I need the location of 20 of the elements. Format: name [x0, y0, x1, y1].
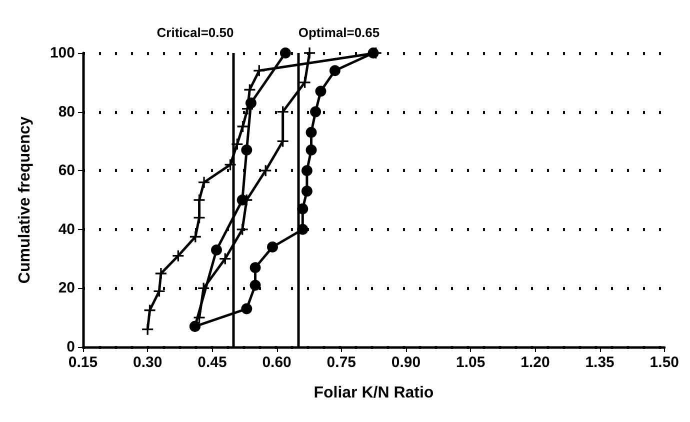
y-axis-title: Cumulative frequency — [16, 116, 34, 284]
x-tick-label: 1.35 — [585, 354, 614, 371]
x-axis-title: Foliar K/N Ratio — [314, 384, 434, 402]
x-tick-label: 0.90 — [391, 354, 421, 371]
x-tick-label: 0.15 — [68, 354, 98, 371]
x-tick-label: 0.60 — [262, 354, 292, 371]
x-tick-label: 1.20 — [520, 354, 550, 371]
y-tick-label: 100 — [50, 44, 75, 62]
x-tick-label: 0.45 — [198, 354, 227, 371]
x-tick-label: 1.50 — [650, 354, 680, 371]
y-tick-label: 40 — [58, 220, 75, 238]
x-tick-label: 0.75 — [326, 354, 356, 371]
x-tick-label: 0.30 — [133, 354, 162, 371]
x-tick-label: 1.05 — [456, 354, 486, 371]
ref-line-label: Optimal=0.65 — [298, 25, 380, 40]
ref-line-label: Critical=0.50 — [156, 25, 234, 40]
y-tick-label: 80 — [58, 103, 75, 120]
y-tick-label: 0 — [66, 338, 75, 356]
y-tick-label: 60 — [58, 162, 75, 180]
y-tick-label: 20 — [58, 280, 75, 297]
